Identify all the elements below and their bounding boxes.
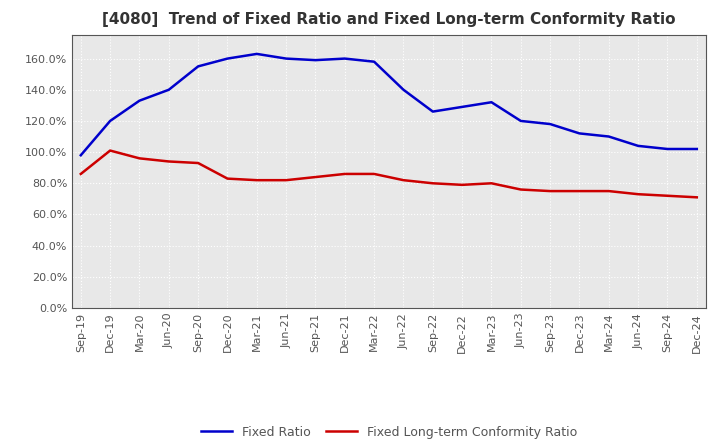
Fixed Long-term Conformity Ratio <box>693 194 701 200</box>
Title: [4080]  Trend of Fixed Ratio and Fixed Long-term Conformity Ratio: [4080] Trend of Fixed Ratio and Fixed Lo… <box>102 12 675 27</box>
Fixed Long-term Conformity Ratio <box>663 193 672 198</box>
Fixed Ratio <box>693 147 701 152</box>
Fixed Ratio <box>76 153 85 158</box>
Fixed Ratio <box>311 58 320 63</box>
Fixed Long-term Conformity Ratio <box>135 156 144 161</box>
Fixed Ratio <box>135 98 144 103</box>
Fixed Ratio <box>253 51 261 57</box>
Fixed Ratio <box>575 131 584 136</box>
Fixed Long-term Conformity Ratio <box>223 176 232 181</box>
Fixed Long-term Conformity Ratio <box>428 181 437 186</box>
Fixed Long-term Conformity Ratio <box>76 171 85 176</box>
Fixed Ratio <box>634 143 642 149</box>
Fixed Ratio <box>428 109 437 114</box>
Fixed Long-term Conformity Ratio <box>370 171 379 176</box>
Fixed Ratio <box>106 118 114 124</box>
Fixed Ratio <box>516 118 525 124</box>
Line: Fixed Long-term Conformity Ratio: Fixed Long-term Conformity Ratio <box>81 150 697 197</box>
Fixed Long-term Conformity Ratio <box>575 188 584 194</box>
Fixed Ratio <box>341 56 349 61</box>
Fixed Ratio <box>605 134 613 139</box>
Fixed Ratio <box>223 56 232 61</box>
Line: Fixed Ratio: Fixed Ratio <box>81 54 697 155</box>
Fixed Ratio <box>663 147 672 152</box>
Fixed Ratio <box>487 99 496 105</box>
Fixed Long-term Conformity Ratio <box>106 148 114 153</box>
Fixed Long-term Conformity Ratio <box>605 188 613 194</box>
Fixed Ratio <box>458 104 467 110</box>
Fixed Long-term Conformity Ratio <box>399 177 408 183</box>
Fixed Long-term Conformity Ratio <box>546 188 554 194</box>
Fixed Long-term Conformity Ratio <box>487 181 496 186</box>
Legend: Fixed Ratio, Fixed Long-term Conformity Ratio: Fixed Ratio, Fixed Long-term Conformity … <box>196 421 582 440</box>
Fixed Long-term Conformity Ratio <box>458 182 467 187</box>
Fixed Ratio <box>164 87 173 92</box>
Fixed Long-term Conformity Ratio <box>253 177 261 183</box>
Fixed Ratio <box>282 56 290 61</box>
Fixed Ratio <box>546 121 554 127</box>
Fixed Ratio <box>194 64 202 69</box>
Fixed Ratio <box>399 87 408 92</box>
Fixed Long-term Conformity Ratio <box>282 177 290 183</box>
Fixed Long-term Conformity Ratio <box>194 161 202 166</box>
Fixed Long-term Conformity Ratio <box>341 171 349 176</box>
Fixed Ratio <box>370 59 379 64</box>
Fixed Long-term Conformity Ratio <box>164 159 173 164</box>
Fixed Long-term Conformity Ratio <box>634 191 642 197</box>
Fixed Long-term Conformity Ratio <box>516 187 525 192</box>
Fixed Long-term Conformity Ratio <box>311 174 320 180</box>
